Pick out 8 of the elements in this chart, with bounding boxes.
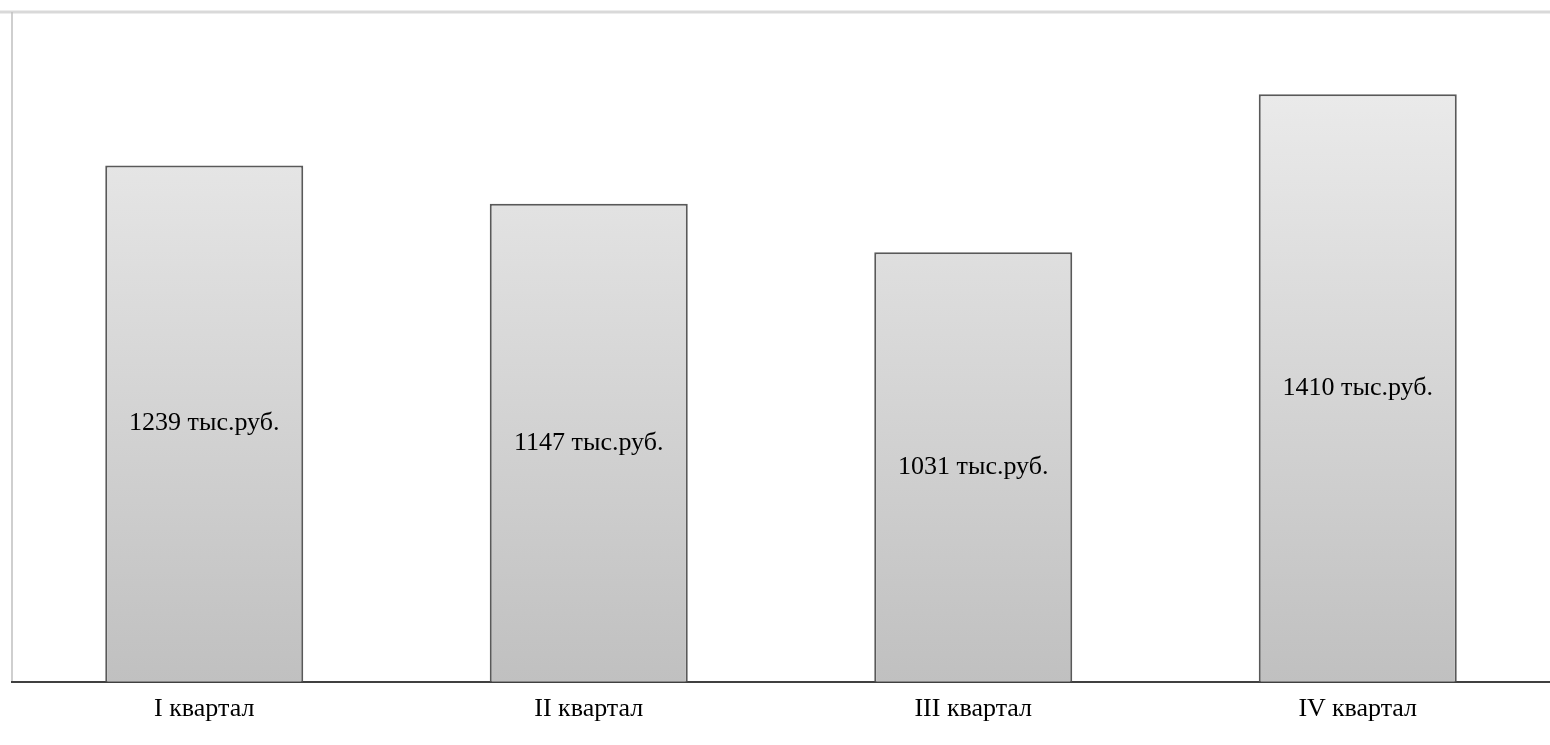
data-label: 1239 тыс.руб.: [129, 407, 280, 437]
x-tick-label: IV квартал: [1298, 693, 1418, 723]
data-label: 1147 тыс.руб.: [514, 426, 664, 456]
data-label: 1031 тыс.руб.: [898, 450, 1049, 480]
x-tick-label: II квартал: [534, 693, 644, 723]
data-label: 1410 тыс.руб.: [1282, 371, 1433, 401]
x-tick-label: III квартал: [914, 693, 1033, 723]
x-tick-label: I квартал: [154, 693, 255, 723]
